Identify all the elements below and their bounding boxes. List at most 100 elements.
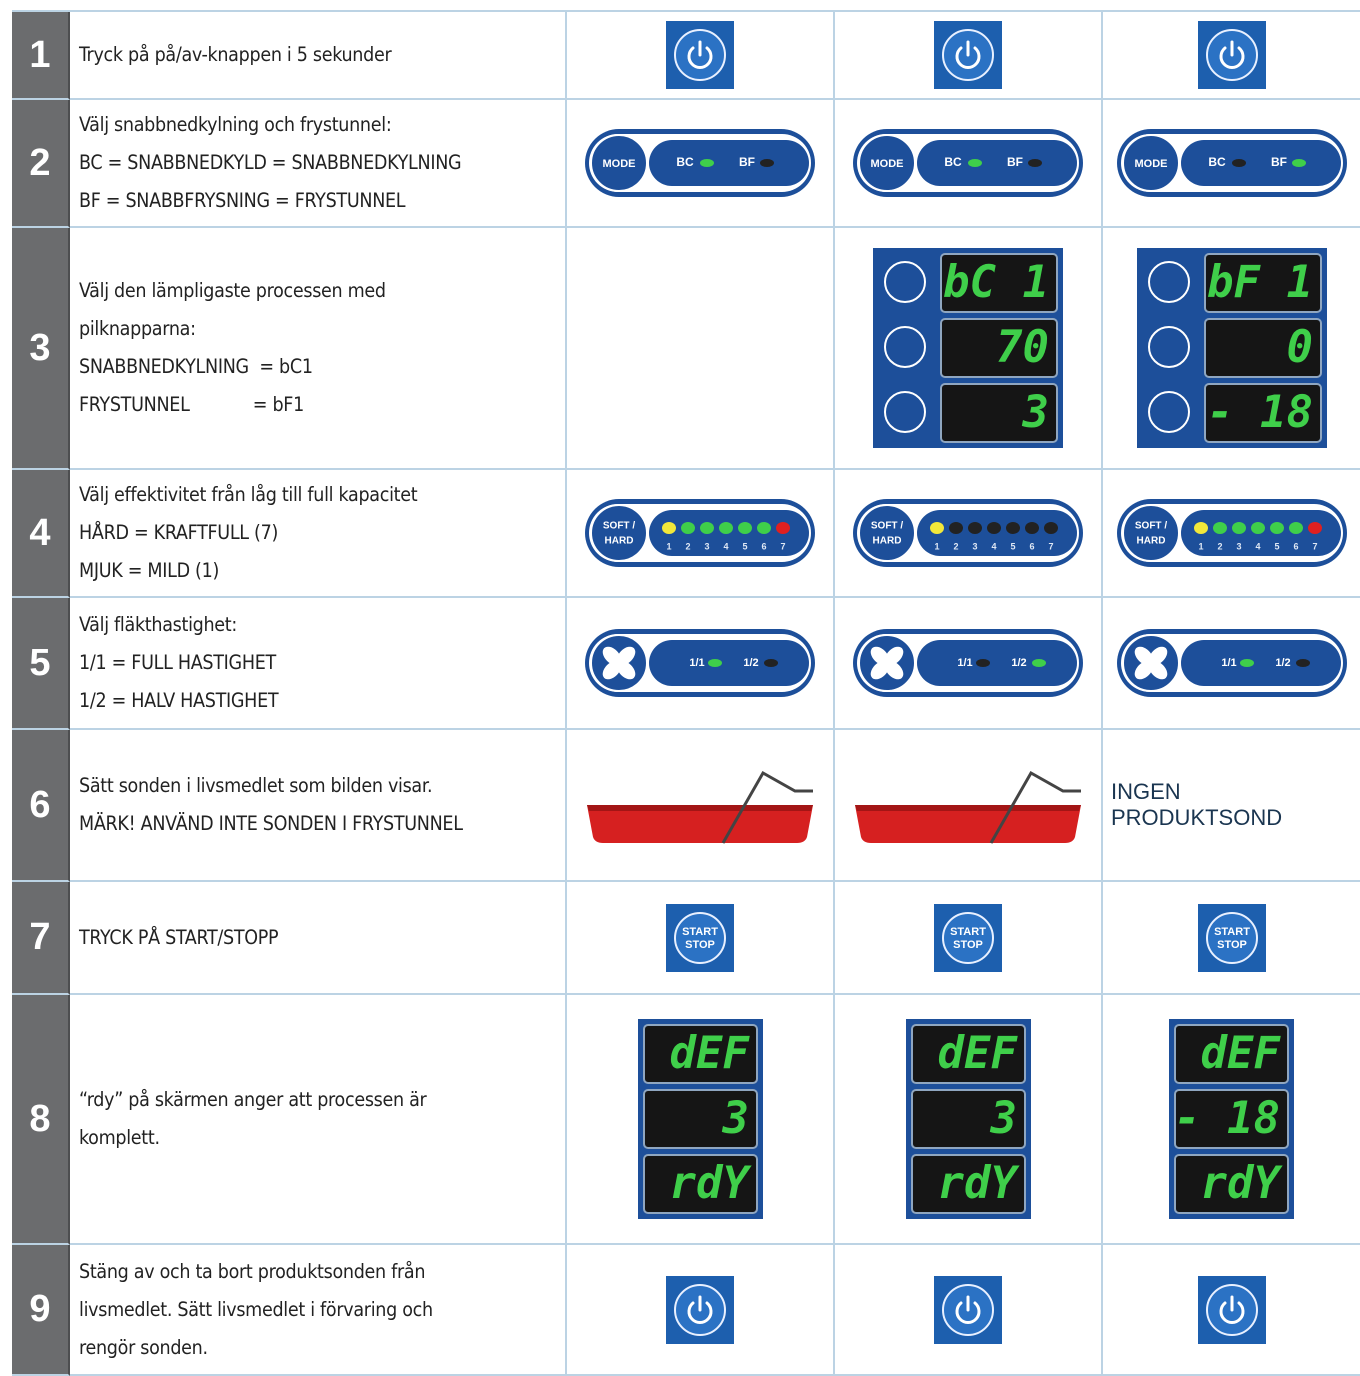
mode-panel: MODE BC BF xyxy=(1116,129,1347,197)
step-number: 7 xyxy=(12,882,70,995)
icon-label: MODE xyxy=(1134,158,1167,170)
icon-label: HARD xyxy=(873,536,902,547)
display-digits: 3 xyxy=(721,1093,749,1144)
icon-label: STOP xyxy=(685,938,715,950)
fan-blade xyxy=(1134,646,1153,666)
step-number: 9 xyxy=(12,1245,70,1376)
pill-band xyxy=(649,140,809,186)
step-icon-cell: dEF 3 rdY xyxy=(567,995,835,1245)
step-line: Välj fläkthastighet: xyxy=(79,613,237,636)
led xyxy=(1269,522,1284,534)
digit-box xyxy=(940,383,1058,443)
icon-label: 2 xyxy=(1217,541,1222,551)
fan-blade xyxy=(884,660,904,680)
pill-button xyxy=(590,504,648,562)
led xyxy=(968,159,982,167)
fan-blade xyxy=(1148,646,1167,666)
led xyxy=(719,522,733,534)
step-text: Välj fläkthastighet: 1/1 = FULL HASTIGHET… xyxy=(70,598,567,730)
power-button xyxy=(934,1275,1002,1344)
fan-panel: 1/1 1/2 xyxy=(1116,629,1347,697)
pill-band xyxy=(917,140,1077,186)
display-digits: - 18 xyxy=(1174,1093,1280,1144)
step-icon-cell: 1/1 1/2 xyxy=(567,598,835,730)
step-lines: Välj fläkthastighet: 1/1 = FULL HASTIGHET… xyxy=(79,606,279,720)
step-line: 1/1 = FULL HASTIGHET xyxy=(79,651,276,674)
soft-hard-panel: SOFT / HARD 1 2 3 4 5 6 7 xyxy=(853,499,1083,567)
step-line: livsmedlet. Sätt livsmedlet i förvaring … xyxy=(79,1297,433,1321)
icon-label: 1/1 xyxy=(957,657,972,669)
led xyxy=(1006,522,1020,534)
step-icon-cell: SOFT / HARD 1 2 3 4 5 6 7 xyxy=(567,470,835,598)
icon-label: 1/1 xyxy=(1221,657,1236,669)
power-button xyxy=(1197,21,1266,89)
led xyxy=(681,522,695,534)
icon-label: 1 xyxy=(1198,541,1203,551)
display-digits: dEF xyxy=(937,1028,1018,1079)
pill-button xyxy=(1121,504,1180,562)
note-line: PRODUKTSOND xyxy=(1111,805,1283,830)
step-icon-cell xyxy=(567,730,835,882)
step-icon-cell xyxy=(1103,12,1360,100)
icon-label: STOP xyxy=(953,938,983,950)
pill-button xyxy=(1121,134,1180,192)
step-line: MJUK = MILD (1) xyxy=(79,559,220,582)
step-lines: Välj snabbnedkylning och frystunnel: BC =… xyxy=(79,106,462,220)
step-line: Stäng av och ta bort produktsonden från xyxy=(79,1259,426,1283)
display-panel: dEF - 18 rdY xyxy=(1169,1019,1294,1219)
display-digits: - 18 xyxy=(1207,387,1313,438)
step-line: Sätt sonden i livsmedlet som bilden visa… xyxy=(79,774,433,797)
step-icon-cell xyxy=(567,228,835,470)
digit-box xyxy=(910,1154,1026,1214)
led xyxy=(1231,159,1246,167)
probe-image xyxy=(855,770,1081,844)
icon-label: 6 xyxy=(1293,541,1298,551)
step-icon-cell: SOFT / HARD 1 2 3 4 5 6 7 xyxy=(835,470,1103,598)
step-line: FRYSTUNNEL = bF1 xyxy=(79,393,304,416)
pill-band xyxy=(917,640,1077,686)
step-icon-cell: bF 1 0 - 18 xyxy=(1103,228,1360,470)
step-text: “rdy” på skärmen anger att processen är k… xyxy=(70,995,567,1245)
icon-label: BC xyxy=(944,155,962,169)
icon-label: START xyxy=(682,925,718,937)
icon-label: BF xyxy=(1007,155,1023,169)
display-digits: rdY xyxy=(1201,1158,1284,1209)
digit-box xyxy=(940,318,1058,378)
step-icon-cell xyxy=(567,12,835,100)
soft-hard-panel: SOFT / HARD 1 2 3 4 5 6 7 xyxy=(1116,499,1347,567)
led xyxy=(764,659,778,667)
icon-label: BC xyxy=(1208,155,1226,169)
display-digits: dEF xyxy=(669,1028,750,1079)
icon-label: 4 xyxy=(723,541,728,551)
tray-rim xyxy=(855,805,1081,811)
fan-panel: 1/1 1/2 xyxy=(853,629,1083,697)
icon-label: 3 xyxy=(704,541,709,551)
step-lines: TRYCK PÅ START/STOPP xyxy=(79,919,279,957)
step-number: 4 xyxy=(12,470,70,598)
led xyxy=(1212,522,1227,534)
icon-label: 3 xyxy=(1236,541,1241,551)
mode-panel: MODE BC BF xyxy=(585,129,815,197)
display-digits: 0 xyxy=(1286,322,1313,373)
step-lines: Välj den lämpligaste processen med pilkna… xyxy=(79,272,386,424)
power-symbol xyxy=(687,1301,713,1324)
fan-blade xyxy=(884,646,904,666)
icon-label: HARD xyxy=(605,536,634,547)
step-line: BC = SNABBNEDKYLD = SNABBNEDKYLNING xyxy=(79,151,462,174)
led xyxy=(1239,659,1254,667)
step-text: Välj snabbnedkylning och frystunnel: BC =… xyxy=(70,100,567,228)
arrow-button xyxy=(1147,391,1190,433)
step-text: Välj den lämpligaste processen med pilkna… xyxy=(70,228,567,470)
step-text: Välj effektivitet från låg till full kap… xyxy=(70,470,567,598)
pill-band xyxy=(649,640,809,686)
power-symbol xyxy=(955,1301,981,1324)
arrow-button xyxy=(884,326,926,368)
display-digits: bC 1 xyxy=(943,257,1049,308)
step-line: pilknapparna: xyxy=(79,317,196,340)
probe xyxy=(989,770,1081,844)
step-icon-cell: START STOP xyxy=(1103,882,1360,995)
icon-label: 1/1 xyxy=(689,657,704,669)
led xyxy=(757,522,771,534)
icon-label: 1 xyxy=(666,541,671,551)
step-icon-cell xyxy=(567,1245,835,1376)
